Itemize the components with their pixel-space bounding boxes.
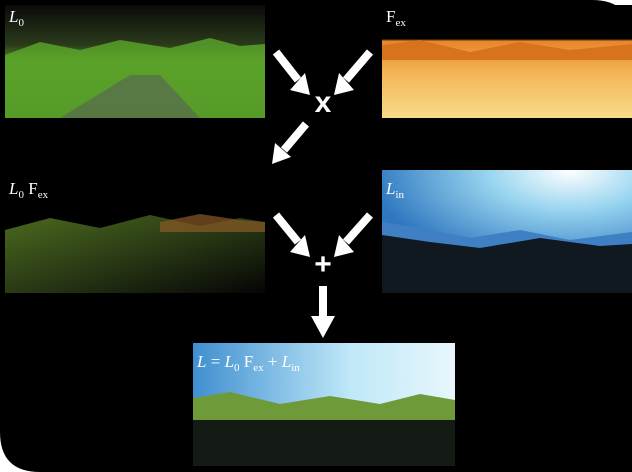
- label-segment: 0: [18, 17, 24, 29]
- label-segment: F: [24, 179, 38, 198]
- label-segment: L: [8, 179, 18, 198]
- label-segment: L: [281, 352, 291, 371]
- label-segment: in: [395, 189, 404, 201]
- label-segment: L: [224, 352, 234, 371]
- label-segment: in: [291, 362, 300, 374]
- panel-lin-image: [382, 170, 632, 293]
- operator: x: [315, 86, 332, 119]
- label-segment: ex: [253, 362, 264, 374]
- operator: +: [314, 248, 332, 281]
- diagram: L0FexL0 FexLinL = L0 Fex + Linx+: [0, 0, 632, 472]
- label-segment: ex: [395, 17, 406, 29]
- label-segment: ex: [38, 189, 49, 201]
- label-segment: F: [240, 352, 254, 371]
- panel-fex-image: [382, 5, 632, 118]
- label-segment: L: [8, 7, 18, 26]
- label-segment: F: [386, 7, 395, 26]
- panel-label: L = L0 Fex + Lin: [196, 352, 300, 374]
- label-segment: =: [206, 352, 224, 371]
- label-segment: +: [264, 352, 282, 371]
- label-segment: L: [196, 352, 206, 371]
- label-segment: L: [385, 179, 395, 198]
- panel-l0-image: [5, 5, 265, 118]
